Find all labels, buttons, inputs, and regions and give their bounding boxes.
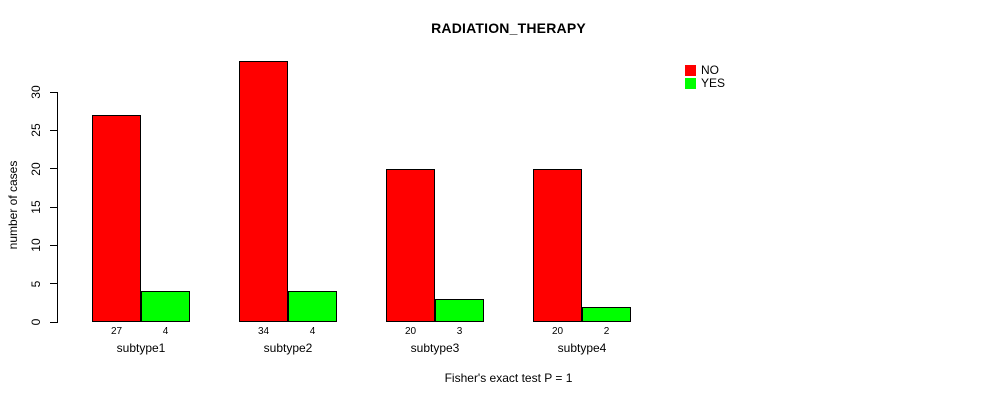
bar-value-label: 27 [110,326,123,337]
y-tick [50,244,57,246]
y-tick-label: 10 [29,238,43,253]
y-tick-label: 15 [29,200,43,214]
legend: NO YES [685,64,725,90]
y-tick [50,168,57,170]
y-tick-label: 30 [29,85,43,99]
y-axis-label: number of cases [6,160,20,250]
y-tick [50,129,57,131]
legend-label: NO [701,63,719,77]
y-axis-line [57,92,58,323]
bar-value-label: 20 [404,326,417,337]
bar-yes-subtype1 [141,291,190,322]
y-tick [50,206,57,208]
legend-swatch-no [685,65,696,76]
bar-no-subtype2 [239,61,288,322]
legend-row-no: NO [685,64,725,77]
category-label-subtype2: subtype2 [263,341,313,355]
bar-no-subtype3 [386,169,435,322]
y-tick-label: 25 [29,123,43,138]
y-tick-label: 5 [29,280,43,287]
category-label-subtype1: subtype1 [116,341,166,355]
y-tick [50,91,57,93]
y-tick [50,283,57,285]
y-tick-label: 20 [29,161,43,176]
y-tick-label: 0 [29,318,43,326]
legend-label: YES [701,76,726,90]
legend-swatch-yes [685,78,696,89]
bar-value-label: 4 [309,326,316,337]
footer-note: Fisher's exact test P = 1 [444,371,573,385]
legend-row-yes: YES [685,77,725,90]
category-label-subtype4: subtype4 [557,341,607,355]
y-tick [50,321,57,323]
bar-value-label: 3 [456,326,463,337]
category-label-subtype3: subtype3 [410,341,460,355]
bar-value-label: 2 [603,326,610,337]
bar-yes-subtype4 [582,307,631,322]
bar-value-label: 4 [162,326,169,337]
bar-value-label: 20 [551,326,564,337]
bar-value-label: 34 [257,326,270,337]
chart-title: RADIATION_THERAPY [431,20,586,36]
bar-no-subtype4 [533,169,582,322]
bar-yes-subtype2 [288,291,337,322]
bar-yes-subtype3 [435,299,484,322]
bar-no-subtype1 [92,115,141,322]
